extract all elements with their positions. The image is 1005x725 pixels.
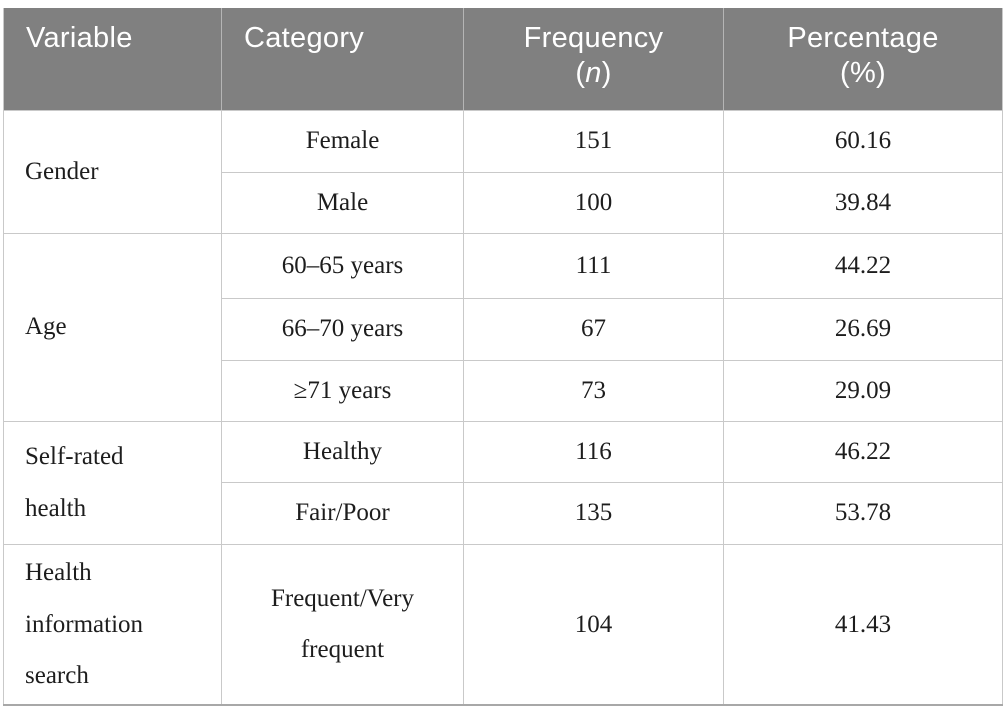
cell-frequency: 111 [463,232,724,299]
frequency-header-line1: Frequency [523,22,664,54]
cell-category: Healthy [221,420,464,483]
table-row: Age 60–65 years 111 44.22 [3,232,1003,422]
cell-variable-self-rated-health: Self-rated health [3,420,222,545]
cell-frequency: 116 [463,420,724,483]
cell-percentage: 41.43 [723,543,1003,706]
percentage-header-line1: Percentage [787,22,939,54]
header-row: Variable Category Frequency (n) Percenta… [3,8,1003,111]
cell-category: Female [221,109,464,173]
frequency-paren-open: ( [575,56,586,89]
column-header-frequency: Frequency (n) [463,8,724,111]
cell-frequency: 73 [463,359,724,422]
table-row: Fair/Poor 135 53.78 [4,481,1003,545]
table-row: Self-rated health Healthy 116 46.22 [3,420,1003,545]
cell-percentage: 39.84 [723,171,1003,234]
cell-percentage: 60.16 [723,109,1003,173]
cell-category: ≥71 years [221,359,464,422]
cell-percentage: 29.09 [723,359,1003,422]
table-row: Gender Female 151 60.16 [3,109,1003,234]
table-row: Male 100 39.84 [4,171,1003,234]
cell-percentage: 26.69 [723,297,1003,361]
column-header-percentage: Percentage (%) [723,8,1003,111]
cell-percentage: 46.22 [723,420,1003,483]
column-header-variable: Variable [3,8,222,111]
cell-percentage: 44.22 [723,232,1003,299]
frequency-paren-close: ) [601,56,612,89]
cell-frequency: 151 [463,109,724,173]
cell-frequency: 67 [463,297,724,361]
cell-category: Frequent/Very frequent [221,543,464,706]
cell-variable-health-information-search: Health information search [3,543,222,706]
cell-variable-age: Age [3,232,222,422]
frequency-n-symbol: n [585,56,602,89]
cell-frequency: 135 [463,481,724,545]
percentage-header-line2: (%) [839,56,886,89]
cell-category: Fair/Poor [221,481,464,545]
cell-category: Male [221,171,464,234]
cell-category: 66–70 years [221,297,464,361]
cell-variable-gender: Gender [3,109,222,234]
cell-category: 60–65 years [221,232,464,299]
demographics-table: Variable Category Frequency (n) Percenta… [3,8,1003,706]
cell-frequency: 100 [463,171,724,234]
cell-percentage: 53.78 [723,481,1003,545]
table-row: Health information search Frequent/Very … [3,543,1003,706]
column-header-category: Category [221,8,464,111]
cell-frequency: 104 [463,543,724,706]
